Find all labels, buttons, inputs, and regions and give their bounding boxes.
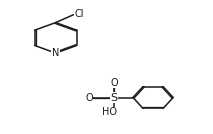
Text: N: N xyxy=(52,48,59,58)
Text: O: O xyxy=(110,78,118,88)
Text: O: O xyxy=(85,92,93,103)
Text: Cl: Cl xyxy=(75,9,84,19)
Text: HO: HO xyxy=(102,107,117,117)
Text: S: S xyxy=(110,92,117,103)
